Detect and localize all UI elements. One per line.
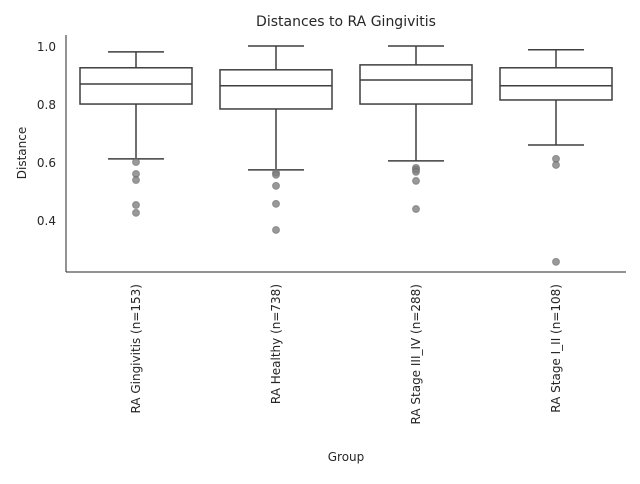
box-iqr: [79, 67, 193, 105]
y-axis-label: Distance: [15, 127, 29, 179]
outlier-point: [132, 158, 140, 167]
x-tick-label: RA Gingivitis (n=153): [129, 284, 143, 414]
outlier-point: [132, 200, 140, 209]
outlier-point: [412, 167, 420, 176]
outlier-point: [552, 160, 560, 169]
box-group: RA Stage III_IV (n=288): [359, 45, 473, 424]
chart-title: Distances to RA Gingivitis: [256, 14, 436, 30]
outlier-point: [272, 170, 280, 179]
outlier-point: [272, 199, 280, 208]
box-group: RA Healthy (n=738): [219, 45, 333, 404]
outlier-point: [412, 176, 420, 185]
y-tick-label: 1.0: [37, 40, 56, 54]
box-group: RA Gingivitis (n=153): [79, 51, 193, 414]
outlier-point: [132, 208, 140, 217]
box-iqr: [219, 69, 333, 110]
x-axis-label: Group: [328, 450, 365, 464]
box-iqr: [359, 64, 473, 105]
x-tick-label: RA Healthy (n=738): [269, 284, 283, 404]
y-tick-label: 0.4: [37, 214, 56, 228]
y-tick-label: 0.8: [37, 98, 56, 112]
x-tick-label: RA Stage III_IV (n=288): [409, 284, 423, 424]
outlier-point: [412, 205, 420, 214]
y-tick-label: 0.6: [37, 156, 56, 170]
outlier-point: [132, 176, 140, 185]
box-group: RA Stage I_II (n=108): [499, 49, 613, 413]
outlier-point: [272, 225, 280, 234]
outlier-point: [552, 257, 560, 266]
x-tick-label: RA Stage I_II (n=108): [549, 284, 563, 413]
outlier-point: [272, 181, 280, 190]
box-iqr: [499, 67, 613, 101]
